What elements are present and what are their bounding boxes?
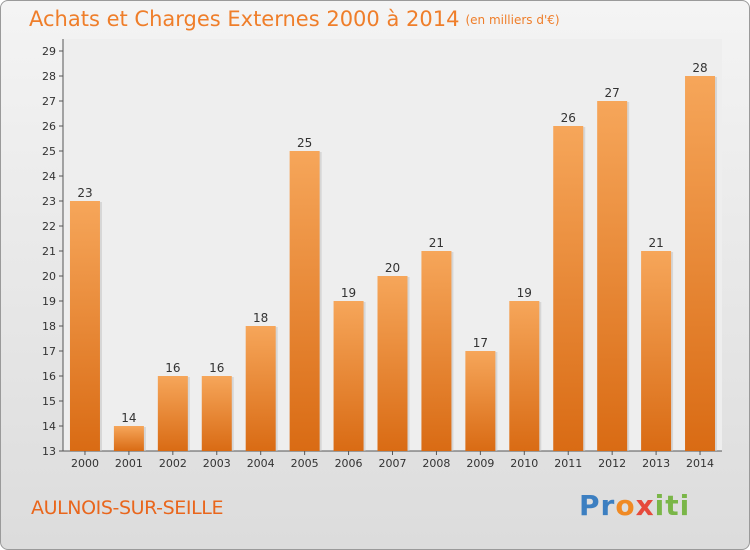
bar-value-label: 26	[561, 111, 576, 125]
bar-value-label: 20	[385, 261, 400, 275]
bar	[641, 251, 672, 451]
x-tick-label: 2005	[291, 457, 319, 470]
commune-name: AULNOIS-SUR-SEILLE	[31, 497, 224, 519]
bar-value-label: 16	[209, 361, 224, 375]
bar-value-label: 21	[648, 236, 663, 250]
bar-value-label: 14	[121, 411, 136, 425]
bar	[157, 376, 188, 451]
x-tick-label: 2000	[71, 457, 99, 470]
x-tick-label: 2006	[335, 457, 363, 470]
bar-value-label: 18	[253, 311, 268, 325]
bar-value-label: 21	[429, 236, 444, 250]
proxiti-logo: Proxiti	[579, 489, 690, 522]
y-tick-label: 18	[42, 320, 56, 333]
x-tick-label: 2001	[115, 457, 143, 470]
y-tick-label: 25	[42, 145, 56, 158]
chart-title: Achats et Charges Externes 2000 à 2014 (e…	[29, 7, 560, 31]
logo-part-3: x	[635, 489, 655, 522]
x-tick-label: 2008	[422, 457, 450, 470]
y-tick-label: 14	[42, 420, 56, 433]
bar-value-label: 23	[77, 186, 92, 200]
bar-value-label: 27	[605, 86, 620, 100]
bar	[685, 76, 716, 451]
bar	[509, 301, 540, 451]
bar-value-label: 19	[341, 286, 356, 300]
title-unit: (en milliers d'€)	[465, 13, 560, 27]
bar	[333, 301, 364, 451]
x-tick-label: 2007	[379, 457, 407, 470]
y-tick-label: 23	[42, 195, 56, 208]
x-tick-label: 2012	[598, 457, 626, 470]
x-tick-label: 2010	[510, 457, 538, 470]
y-tick-label: 21	[42, 245, 56, 258]
y-tick-label: 26	[42, 120, 56, 133]
bar	[289, 151, 320, 451]
x-tick-label: 2009	[466, 457, 494, 470]
bar	[113, 426, 144, 451]
bar-value-label: 25	[297, 136, 312, 150]
y-tick-label: 13	[42, 445, 56, 458]
x-tick-label: 2002	[159, 457, 187, 470]
logo-part-4: iti	[654, 489, 691, 522]
y-tick-label: 29	[42, 45, 56, 58]
bar	[201, 376, 232, 451]
x-tick-label: 2014	[686, 457, 714, 470]
x-tick-label: 2011	[554, 457, 582, 470]
logo-part-1: Pr	[579, 489, 616, 522]
bar-value-label: 17	[473, 336, 488, 350]
y-tick-label: 16	[42, 370, 56, 383]
bar-value-label: 19	[517, 286, 532, 300]
y-tick-label: 28	[42, 70, 56, 83]
y-tick-label: 24	[42, 170, 56, 183]
bar	[597, 101, 628, 451]
bar-value-label: 16	[165, 361, 180, 375]
y-tick-label: 15	[42, 395, 56, 408]
y-tick-label: 22	[42, 220, 56, 233]
bar	[245, 326, 276, 451]
title-text: Achats et Charges Externes 2000 à 2014	[29, 7, 460, 31]
logo-part-2: o	[615, 489, 636, 522]
y-tick-label: 20	[42, 270, 56, 283]
bar	[421, 251, 452, 451]
y-tick-label: 27	[42, 95, 56, 108]
bar	[465, 351, 496, 451]
bar-value-label: 28	[692, 61, 707, 75]
y-tick-label: 19	[42, 295, 56, 308]
y-tick-label: 17	[42, 345, 56, 358]
x-tick-label: 2003	[203, 457, 231, 470]
bar	[553, 126, 584, 451]
x-tick-label: 2013	[642, 457, 670, 470]
x-tick-label: 2004	[247, 457, 275, 470]
bar	[69, 201, 100, 451]
bar	[377, 276, 408, 451]
